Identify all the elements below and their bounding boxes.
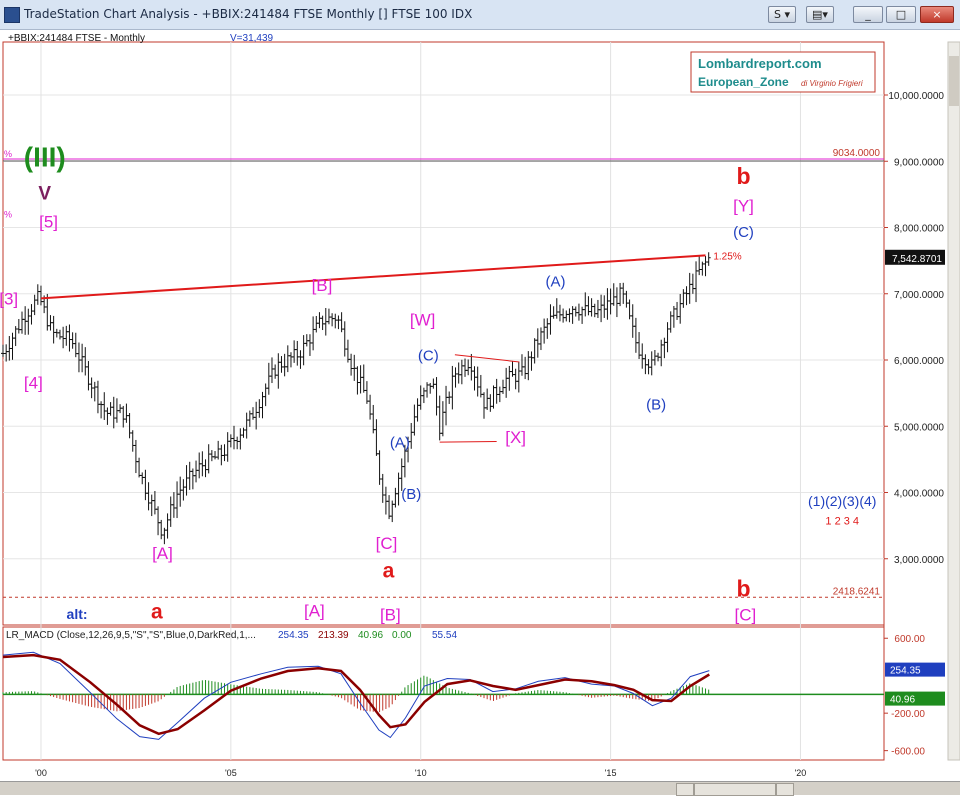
- percent-change-label: 1.25%: [713, 251, 741, 262]
- wave-label: 1 2 3 4: [825, 515, 859, 527]
- signal-line: [2, 653, 710, 736]
- price-tick-label: 4,000.0000: [894, 489, 944, 500]
- wave-label: (C): [733, 224, 754, 241]
- macd-value: 55.54: [432, 630, 457, 641]
- watermark: Lombardreport.com European_Zone di Virgi…: [690, 51, 876, 93]
- watermark-line1: Lombardreport.com: [698, 56, 822, 71]
- price-tick-label: 3,000.0000: [894, 555, 944, 566]
- close-button[interactable]: ×: [920, 6, 954, 23]
- macd-value: 40.96: [358, 630, 383, 641]
- wave-label: (1)(2)(3)(4): [808, 493, 876, 509]
- wave-label: [A]: [304, 601, 325, 620]
- watermark-line2: European_Zone: [698, 75, 789, 89]
- percent-marker: %: [4, 149, 12, 159]
- upper-level-label: 9034.0000: [833, 148, 881, 159]
- horizontal-levels: 9034.0000 2418.6241%% 7,542.8701: [3, 148, 945, 598]
- last-price-label: 7,542.8701: [892, 254, 942, 265]
- wave-label: alt:: [67, 606, 88, 622]
- wave-label: (A): [546, 273, 566, 290]
- wave-label: [Y]: [733, 197, 754, 216]
- lower-level-label: 2418.6241: [833, 586, 881, 597]
- price-tick-label: 10,000.0000: [888, 91, 944, 102]
- wave-label: [C]: [376, 534, 398, 553]
- price-tick-label: 5,000.0000: [894, 422, 944, 433]
- volume-label: V=31,439: [230, 33, 274, 44]
- wave-label: b: [736, 576, 750, 602]
- histogram-value-tag: [885, 691, 945, 706]
- last-price-tag: [885, 249, 945, 265]
- time-tick-label: '15: [605, 768, 617, 778]
- histogram-value-tag-label: 40.96: [890, 695, 915, 706]
- symbol-link-label: S: [773, 8, 781, 21]
- status-cell: [676, 783, 694, 796]
- maximize-button[interactable]: □: [886, 6, 916, 23]
- layout-button[interactable]: ▤▾: [806, 6, 834, 23]
- percent-marker: %: [4, 210, 12, 220]
- price-tick-label: 8,000.0000: [894, 224, 944, 235]
- wave-label: [5]: [39, 213, 58, 232]
- wave-label: [B]: [380, 605, 401, 624]
- symbol-link-button[interactable]: S ▾: [768, 6, 796, 23]
- minimize-button[interactable]: _: [853, 6, 883, 23]
- status-cell: [776, 783, 794, 796]
- time-tick-label: '05: [225, 768, 237, 778]
- status-strip: [0, 781, 960, 796]
- chart-symbol-label: +BBIX:241484 FTSE - Monthly: [8, 33, 145, 44]
- wave-label: [4]: [24, 373, 43, 392]
- macd-tick-label: 600.00: [894, 634, 925, 645]
- time-tick-label: '00: [35, 768, 47, 778]
- wave-label: V: [38, 184, 51, 205]
- watermark-line3: di Virginio Frigieri: [801, 79, 863, 88]
- tradestation-app-icon: [4, 7, 20, 23]
- wave-label: [A]: [152, 544, 173, 563]
- ohlc-bars: [1, 252, 711, 545]
- price-axis-ticks: 3,000.0000 4,000.0000 5,000.0000 6,000.0000…: [884, 91, 944, 566]
- wave-label: [C]: [735, 605, 757, 624]
- wave-label: [B]: [312, 276, 333, 295]
- price-tick-label: 7,000.0000: [894, 290, 944, 301]
- price-tick-label: 9,000.0000: [894, 157, 944, 168]
- wave-label: [W]: [410, 311, 436, 330]
- wave-label: (III): [24, 142, 66, 173]
- price-tick-label: 6,000.0000: [894, 356, 944, 367]
- macd-value: 254.35: [278, 630, 309, 641]
- triangle-upper-line: [454, 354, 520, 363]
- triangle-lower-line: [439, 440, 497, 443]
- main-trendline: [40, 254, 706, 300]
- status-cell: [694, 783, 776, 796]
- wave-label: (A): [390, 434, 410, 451]
- window-title: TradeStation Chart Analysis - +BBIX:2414…: [24, 7, 473, 21]
- vertical-scrollbar[interactable]: [947, 41, 960, 761]
- macd-value-tag: [885, 662, 945, 677]
- time-tick-label: '20: [795, 768, 807, 778]
- wave-label: a: [383, 559, 395, 582]
- wave-annotations: (III) V [5] [3] [4] [A] [B] [W] (C) (A) (B) [C] a [X]…: [0, 142, 876, 625]
- time-tick-label: '10: [415, 768, 427, 778]
- wave-label: [3]: [0, 289, 18, 308]
- wave-label: a: [151, 600, 163, 623]
- macd-value: 213.39: [318, 630, 349, 641]
- scrollbar-thumb[interactable]: [949, 56, 959, 106]
- macd-tick-label: -200.00: [891, 709, 925, 720]
- wave-label: (C): [418, 348, 439, 365]
- wave-label: (B): [401, 486, 421, 503]
- macd-value-tag-label: 254.35: [890, 666, 921, 677]
- wave-label: b: [736, 163, 750, 189]
- wave-label: [X]: [505, 428, 526, 447]
- wave-label: (B): [646, 397, 666, 414]
- time-axis-ticks: '00 '05 '10 '15 '20: [35, 768, 806, 778]
- macd-tick-label: -600.00: [891, 747, 925, 758]
- window-titlebar: TradeStation Chart Analysis - +BBIX:2414…: [0, 0, 960, 30]
- macd-value: 0.00: [392, 630, 412, 641]
- price-chart[interactable]: 3,000.0000 4,000.0000 5,000.0000 6,000.0000…: [0, 30, 960, 781]
- macd-indicator: LR_MACD (Close,12,26,9,5,"S","S",Blue,0,…: [2, 630, 945, 758]
- trendlines: 1.25%: [40, 251, 742, 443]
- macd-header: LR_MACD (Close,12,26,9,5,"S","S",Blue,0,…: [6, 630, 256, 641]
